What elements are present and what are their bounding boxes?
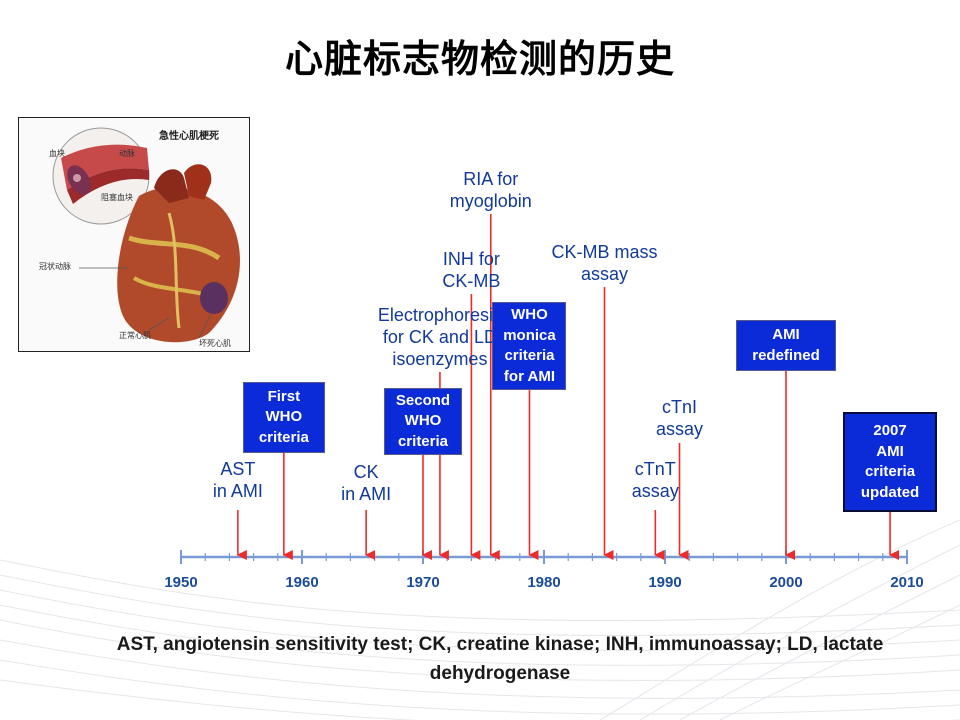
axis-tick-label: 1980 bbox=[527, 574, 561, 591]
event-label-line: AST bbox=[220, 459, 256, 479]
event-who-monica: WHO monica criteria for AMI bbox=[492, 302, 567, 390]
event-label-line: RIA for bbox=[463, 169, 519, 189]
event-label-line: 2007 bbox=[873, 422, 907, 439]
event-label-line: assay bbox=[580, 264, 629, 284]
page-title: 心脏标志物检测的历史 bbox=[284, 37, 675, 81]
heart-illustration: 急性心肌梗死 血块 动脉 阻塞血块 冠状动脉 正常心肌 坏死心肌 bbox=[18, 117, 250, 352]
event-label-line: WHO bbox=[404, 412, 442, 430]
event-label-line: in AMI bbox=[341, 484, 392, 504]
axis-tick-label: 1960 bbox=[285, 574, 319, 591]
event-label-line: isoenzymes bbox=[392, 349, 488, 369]
event-label-line: redefined bbox=[752, 346, 820, 364]
event-label-line: criteria bbox=[865, 463, 916, 480]
label-plaque: 阻塞血块 bbox=[101, 193, 133, 202]
event-label-line: updated bbox=[860, 483, 920, 501]
event-label-line: Electrophoresis bbox=[377, 305, 502, 325]
event-inh-ckmb: INH for CK-MB bbox=[442, 248, 500, 292]
event-label-line: AMI bbox=[772, 326, 800, 343]
axis-tick-label: 1970 bbox=[406, 574, 440, 591]
axis-tick-label: 2010 bbox=[890, 574, 924, 591]
event-ria-myoglobin: RIA for myoglobin bbox=[450, 168, 532, 212]
illustration-heading: 急性心肌梗死 bbox=[159, 131, 219, 142]
event-label-line: monica bbox=[503, 326, 556, 344]
event-ctni: cTnI assay bbox=[656, 396, 703, 440]
label-artery-wall: 动脉 bbox=[119, 149, 135, 158]
event-label-line: in AMI bbox=[212, 481, 263, 501]
event-label-line: WHO bbox=[265, 408, 303, 426]
axis-tick-label: 1950 bbox=[164, 574, 198, 591]
label-coronary-artery: 冠状动脉 bbox=[39, 262, 71, 271]
event-label-line: criteria bbox=[258, 428, 309, 446]
event-label-line: WHO bbox=[511, 306, 548, 323]
heart-drawing bbox=[52, 127, 240, 343]
event-label-line: myoglobin bbox=[449, 191, 532, 211]
event-ck: CK in AMI bbox=[341, 461, 391, 505]
event-label-line: Second bbox=[395, 391, 451, 409]
event-label-line: First bbox=[267, 387, 301, 405]
event-ami-redefined: AMI redefined bbox=[736, 320, 836, 371]
event-label-line: criteria bbox=[397, 432, 449, 450]
event-label-line: CK-MB mass bbox=[551, 242, 658, 262]
label-blood-clot: 血块 bbox=[49, 149, 65, 158]
abbreviations-caption: AST, angiotensin sensitivity test; CK, c… bbox=[116, 634, 884, 684]
event-ami-2007: 2007 AMI criteria updated bbox=[843, 412, 938, 512]
event-first-who: First WHO criteria bbox=[242, 382, 325, 453]
event-label-line: for AMI bbox=[503, 367, 556, 385]
event-label-line: INH for bbox=[442, 249, 500, 269]
event-ckmb-mass: CK-MB mass assay bbox=[551, 241, 657, 285]
label-healthy-muscle: 正常心肌 bbox=[119, 331, 151, 340]
event-label-line: criteria bbox=[504, 347, 555, 364]
event-label-line: CK-MB bbox=[442, 271, 501, 291]
event-label-line: cTnI bbox=[662, 397, 698, 417]
event-second-who: Second WHO criteria bbox=[384, 388, 462, 455]
axis-tick-label: 2000 bbox=[769, 574, 803, 591]
event-electrophoresis: Electrophoresis for CK and LD isoenzymes bbox=[378, 304, 502, 370]
axis-tick-label: 1990 bbox=[648, 574, 682, 591]
event-label-line: assay bbox=[656, 419, 704, 439]
event-label-line: AMI bbox=[876, 442, 904, 460]
event-label-line: assay bbox=[631, 481, 679, 501]
event-label-line: for CK and LD bbox=[382, 327, 497, 347]
event-ctnt: cTnT assay bbox=[632, 458, 679, 502]
label-damaged-muscle: 坏死心肌 bbox=[199, 339, 231, 348]
event-ast: AST in AMI bbox=[213, 458, 263, 502]
event-label-line: CK bbox=[353, 462, 379, 482]
event-label-line: cTnT bbox=[634, 459, 676, 479]
